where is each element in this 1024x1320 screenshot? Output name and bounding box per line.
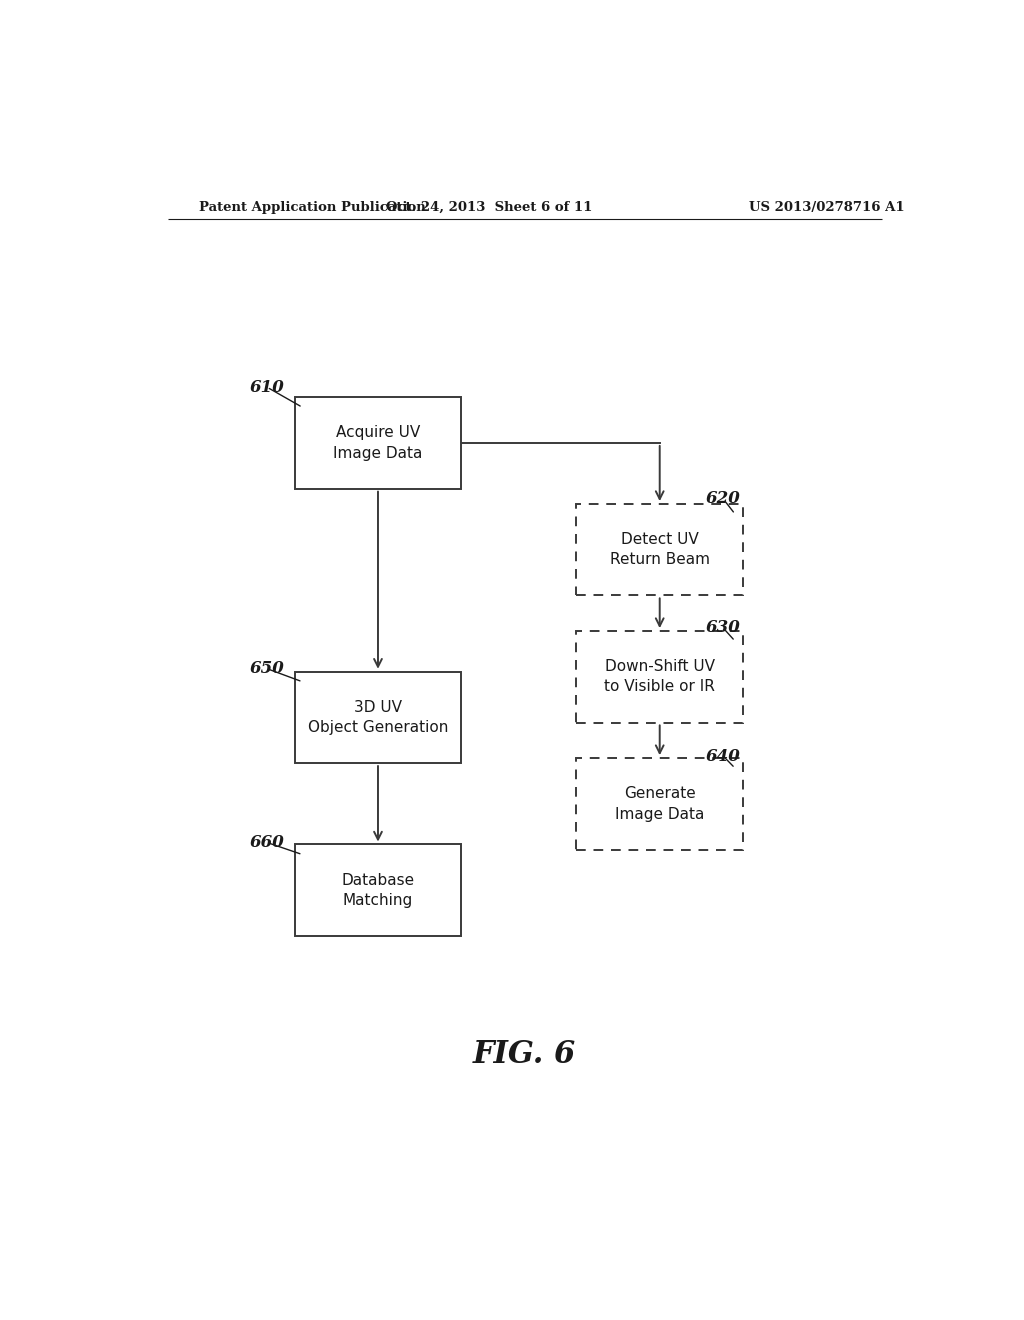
Text: 610: 610 [250, 379, 285, 396]
Text: 620: 620 [706, 491, 740, 507]
Text: Detect UV
Return Beam: Detect UV Return Beam [609, 532, 710, 568]
Text: US 2013/0278716 A1: US 2013/0278716 A1 [749, 201, 904, 214]
Text: 650: 650 [250, 660, 285, 677]
Text: 660: 660 [250, 834, 285, 851]
Bar [577, 504, 743, 595]
Text: Acquire UV
Image Data: Acquire UV Image Data [333, 425, 423, 461]
Text: Down-Shift UV
to Visible or IR: Down-Shift UV to Visible or IR [604, 659, 715, 694]
Bar [295, 672, 462, 763]
Bar [295, 397, 462, 488]
Text: FIG. 6: FIG. 6 [473, 1039, 577, 1071]
Text: 640: 640 [706, 747, 740, 764]
Text: Oct. 24, 2013  Sheet 6 of 11: Oct. 24, 2013 Sheet 6 of 11 [386, 201, 592, 214]
Bar [577, 758, 743, 850]
Text: 630: 630 [706, 619, 740, 636]
Text: 3D UV
Object Generation: 3D UV Object Generation [308, 700, 449, 735]
Bar [577, 631, 743, 722]
Text: Generate
Image Data: Generate Image Data [615, 787, 705, 821]
Text: Database
Matching: Database Matching [341, 873, 415, 908]
Text: Patent Application Publication: Patent Application Publication [200, 201, 426, 214]
Bar [295, 845, 462, 936]
